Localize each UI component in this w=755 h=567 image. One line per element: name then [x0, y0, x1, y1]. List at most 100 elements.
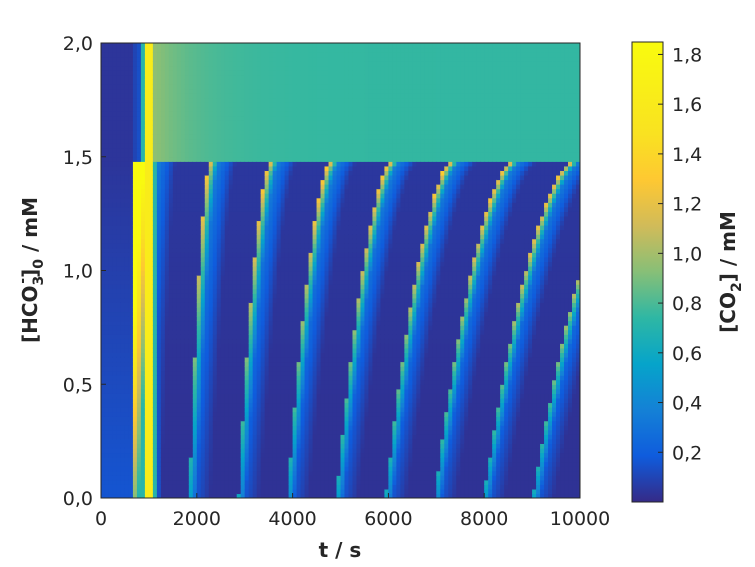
heatmap-cell [168, 325, 174, 331]
heatmap-cell [168, 457, 174, 463]
heatmap-cell [140, 379, 146, 385]
heatmap-cell [192, 402, 198, 408]
heatmap-cell [204, 461, 210, 467]
heatmap-cell [180, 129, 186, 135]
heatmap-cell [248, 352, 254, 358]
heatmap-cell [252, 420, 258, 426]
heatmap-cell [160, 461, 166, 467]
heatmap-cell [156, 420, 162, 426]
heatmap-cell [256, 411, 262, 417]
heatmap-cell [136, 288, 142, 294]
heatmap-cell [244, 102, 250, 108]
heatmap-cell [236, 438, 242, 444]
heatmap-cell [236, 420, 242, 426]
heatmap-cell [136, 147, 142, 153]
heatmap-cell [272, 338, 278, 344]
heatmap-cell [280, 270, 286, 276]
heatmap-cell [224, 234, 230, 240]
heatmap-cell [176, 43, 182, 49]
heatmap-cell [252, 174, 258, 181]
heatmap-cell [272, 256, 278, 262]
heatmap-cell [104, 188, 110, 194]
heatmap-cell [236, 47, 242, 53]
heatmap-cell [172, 211, 178, 217]
heatmap-cell [200, 284, 206, 290]
heatmap-cell [112, 311, 118, 317]
heatmap-cell [164, 70, 170, 76]
heatmap-cell [152, 152, 158, 158]
heatmap-cell [184, 356, 190, 363]
heatmap-cell [164, 343, 170, 349]
heatmap-cell [212, 197, 218, 203]
heatmap-cell [144, 124, 150, 131]
heatmap-cell [284, 138, 290, 144]
heatmap-cell [148, 79, 154, 85]
heatmap-cell [216, 279, 222, 285]
heatmap-cell [296, 111, 302, 117]
heatmap-cell [284, 243, 290, 249]
heatmap-cell [284, 334, 290, 340]
heatmap-cell [132, 361, 138, 367]
heatmap-cell [132, 379, 138, 385]
heatmap-cell [212, 247, 218, 253]
heatmap-cell [104, 302, 110, 308]
heatmap-cell [132, 275, 138, 281]
heatmap-cell [256, 279, 262, 285]
heatmap-cell [124, 352, 130, 358]
heatmap-cell [128, 311, 134, 317]
heatmap-cell [184, 375, 190, 381]
heatmap-cell [152, 265, 158, 272]
heatmap-cell [140, 347, 146, 353]
heatmap-cell [272, 93, 278, 99]
heatmap-cell [280, 393, 286, 399]
heatmap-cell [184, 270, 190, 276]
heatmap-cell [104, 152, 110, 158]
heatmap-cell [244, 47, 250, 53]
heatmap-cell [136, 452, 142, 458]
heatmap-cell [108, 370, 114, 376]
heatmap-cell [260, 111, 266, 117]
heatmap-cell [196, 393, 202, 399]
heatmap-cell [276, 165, 282, 171]
heatmap-cell [272, 74, 278, 80]
heatmap-cell [244, 234, 250, 240]
heatmap-cell [176, 138, 182, 144]
heatmap-cell [148, 343, 154, 349]
heatmap-cell [260, 124, 266, 131]
heatmap-cell [288, 470, 294, 476]
heatmap-cell [212, 352, 218, 358]
heatmap-cell [248, 47, 254, 53]
heatmap-cell [288, 356, 294, 363]
heatmap-cell [156, 43, 162, 49]
heatmap-cell [244, 352, 250, 358]
heatmap-cell [220, 234, 226, 240]
heatmap-cell [200, 170, 206, 176]
heatmap-cell [296, 170, 302, 176]
heatmap-cell [176, 343, 182, 349]
heatmap-cell [200, 243, 206, 249]
heatmap-cell [120, 347, 126, 353]
heatmap-cell [152, 370, 158, 376]
heatmap-cell [112, 43, 118, 49]
heatmap-cell [260, 370, 266, 376]
heatmap-cell [184, 234, 190, 240]
heatmap-cell [204, 243, 210, 249]
heatmap-cell [188, 393, 194, 399]
heatmap-cell [120, 138, 126, 144]
heatmap-cell [232, 420, 238, 426]
heatmap-cell [101, 302, 106, 308]
heatmap-cell [116, 143, 122, 149]
heatmap-cell [156, 470, 162, 476]
heatmap-cell [216, 284, 222, 290]
heatmap-cell [112, 434, 118, 440]
heatmap-cell [108, 229, 114, 235]
heatmap-cell [288, 206, 294, 212]
heatmap-cell [280, 438, 286, 444]
heatmap-cell [252, 179, 258, 185]
heatmap-cell [260, 493, 266, 498]
heatmap-cell [180, 174, 186, 181]
heatmap-cell [260, 425, 266, 431]
heatmap-cell [148, 174, 154, 181]
heatmap-cell [144, 184, 150, 190]
heatmap-cell [152, 193, 158, 199]
